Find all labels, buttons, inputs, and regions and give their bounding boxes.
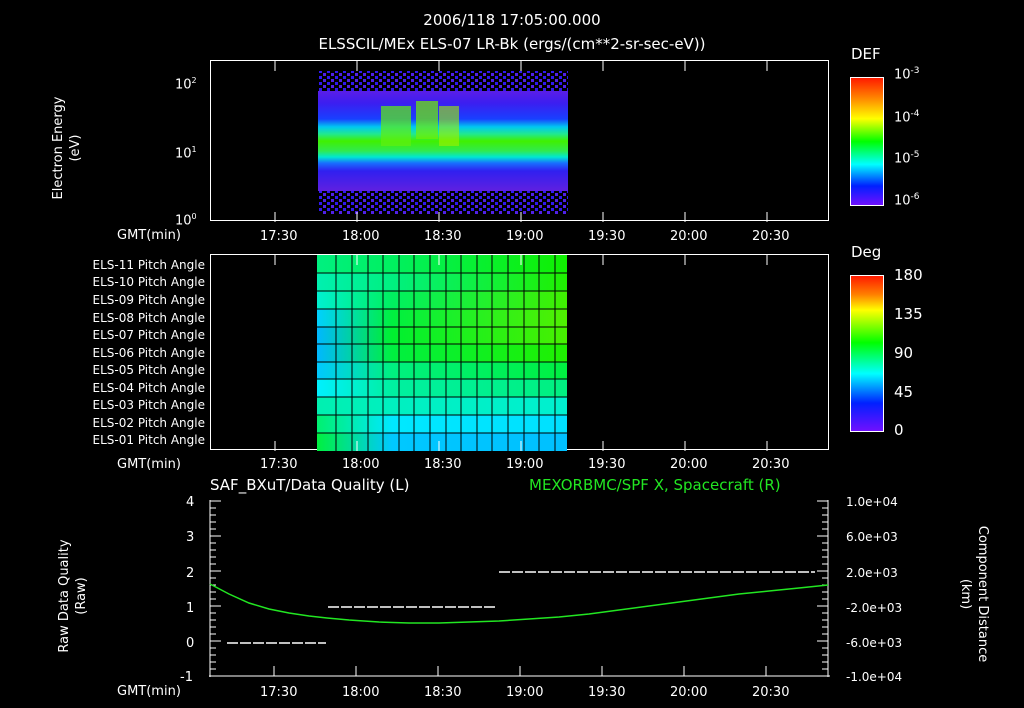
line-plot <box>209 500 830 677</box>
line-plot-panel[interactable] <box>209 500 830 677</box>
component-distance-axis-label: Component Distance (km) <box>955 509 991 679</box>
panel2-xtick: 20:30 <box>752 457 790 472</box>
quality-tick: -1 <box>180 670 193 685</box>
distance-tick: -2.0e+03 <box>846 601 903 615</box>
panel3-xtick: 19:00 <box>506 685 544 700</box>
pitch-row-label: ELS-04 Pitch Angle <box>92 381 205 395</box>
panel2-xtick: 17:30 <box>260 457 298 472</box>
component-distance-axis-label-line1: Component Distance <box>975 525 990 663</box>
panel2-xtick: 19:00 <box>506 457 544 472</box>
panel3-xtick: 20:00 <box>670 685 708 700</box>
data-quality-axis-label-line2: (Raw) <box>74 577 89 615</box>
panel1-xtick: 19:30 <box>588 229 626 244</box>
pitch-angle-plot <box>274 255 768 451</box>
energy-tick-1: 100 <box>175 212 197 229</box>
deg-colorbar-tick: 90 <box>894 344 914 362</box>
deg-colorbar-tick: 135 <box>894 305 923 323</box>
data-quality-axis-label: Raw Data Quality (Raw) <box>56 526 92 666</box>
def-colorbar-title: DEF <box>851 45 881 63</box>
distance-tick: 1.0e+04 <box>846 495 898 509</box>
pitch-row-label: ELS-11 Pitch Angle <box>92 258 205 272</box>
panel1-xaxis-label: GMT(min) <box>117 228 181 243</box>
pitch-angle-panel[interactable] <box>210 254 829 451</box>
panel3-xaxis-label: GMT(min) <box>117 684 181 699</box>
energy-axis-label: Electron Energy (eV) <box>50 68 86 228</box>
deg-colorbar <box>850 275 884 432</box>
pitch-row-label: ELS-05 Pitch Angle <box>92 363 205 377</box>
pitch-row-label: ELS-10 Pitch Angle <box>92 275 205 289</box>
deg-colorbar-tick: 0 <box>894 421 904 439</box>
plot-timestamp: 2006/118 17:05:00.000 <box>423 11 601 29</box>
distance-tick: 2.0e+03 <box>846 566 898 580</box>
pitch-row-label: ELS-06 Pitch Angle <box>92 346 205 360</box>
data-quality-axis-label-line1: Raw Data Quality <box>57 539 72 653</box>
deg-colorbar-title: Deg <box>851 243 882 261</box>
energy-axis-label-line2: (eV) <box>68 134 83 162</box>
component-distance-axis-label-line2: (km) <box>958 578 973 610</box>
panel2-xtick: 18:00 <box>342 457 380 472</box>
quality-tick: 3 <box>186 530 195 545</box>
def-colorbar-tick: 10-5 <box>894 150 920 167</box>
panel2-xaxis-label: GMT(min) <box>117 457 181 472</box>
panel3-xtick: 18:00 <box>342 685 380 700</box>
pitch-row-label: ELS-07 Pitch Angle <box>92 328 205 342</box>
panel2-xtick: 19:30 <box>588 457 626 472</box>
quality-tick: 1 <box>186 601 195 616</box>
pitch-row-label: ELS-02 Pitch Angle <box>92 416 205 430</box>
distance-tick: -6.0e+03 <box>846 636 903 650</box>
quality-tick: 4 <box>186 495 195 510</box>
panel3-xtick: 19:30 <box>588 685 626 700</box>
panel1-xtick: 20:00 <box>670 229 708 244</box>
panel3-xtick: 20:30 <box>752 685 790 700</box>
quality-tick: 0 <box>186 636 195 651</box>
deg-colorbar-tick: 45 <box>894 383 914 401</box>
energy-axis-label-line1: Electron Energy <box>51 96 66 200</box>
pitch-row-label: ELS-09 Pitch Angle <box>92 293 205 307</box>
spacecraft-x-title: MEXORBMC/SPF X, Spacecraft (R) <box>529 476 781 494</box>
panel1-xtick: 18:00 <box>342 229 380 244</box>
spectrogram-plot <box>274 61 768 222</box>
def-colorbar-tick: 10-4 <box>894 109 920 126</box>
panel2-xtick: 20:00 <box>670 457 708 472</box>
energy-tick-100: 102 <box>175 76 197 93</box>
spectrogram-panel[interactable] <box>210 60 829 222</box>
energy-tick-10: 101 <box>175 145 197 162</box>
deg-colorbar-tick: 180 <box>894 266 923 284</box>
def-colorbar-tick: 10-6 <box>894 192 920 209</box>
pitch-row-label: ELS-03 Pitch Angle <box>92 398 205 412</box>
pitch-row-label: ELS-08 Pitch Angle <box>92 311 205 325</box>
panel1-xtick: 20:30 <box>752 229 790 244</box>
distance-tick: -1.0e+04 <box>846 670 903 684</box>
panel1-xtick: 17:30 <box>260 229 298 244</box>
panel3-xtick: 17:30 <box>260 685 298 700</box>
panel3-xtick: 18:30 <box>424 685 462 700</box>
panel2-xtick: 18:30 <box>424 457 462 472</box>
pitch-row-label: ELS-01 Pitch Angle <box>92 433 205 447</box>
data-quality-title: SAF_BXuT/Data Quality (L) <box>210 476 410 494</box>
def-colorbar <box>850 77 884 206</box>
plot-subtitle: ELSSCIL/MEx ELS-07 LR-Bk (ergs/(cm**2-sr… <box>318 35 706 53</box>
def-colorbar-tick: 10-3 <box>894 66 920 83</box>
panel1-xtick: 19:00 <box>506 229 544 244</box>
distance-tick: 6.0e+03 <box>846 530 898 544</box>
quality-tick: 2 <box>186 566 195 581</box>
panel1-xtick: 18:30 <box>424 229 462 244</box>
